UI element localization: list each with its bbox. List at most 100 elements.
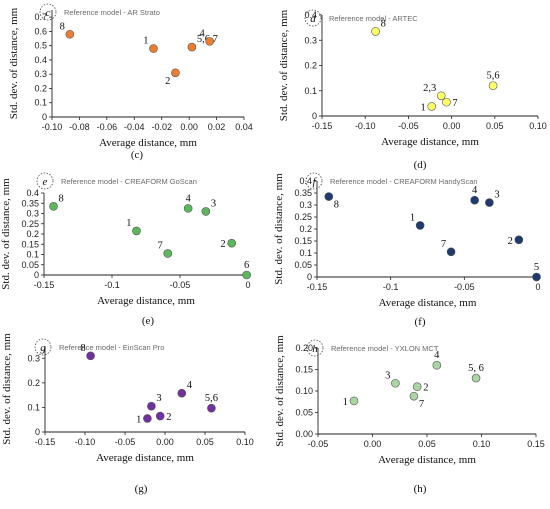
panel-d-y-tick-label: 0.3 — [304, 35, 317, 45]
panel-e-title: Reference model - CREAFORM GoScan — [61, 177, 197, 186]
panel-d-x-tick-label: 0.05 — [486, 121, 504, 131]
panel-f-caption: (f) — [415, 316, 426, 328]
panel-c-point-4 — [205, 37, 215, 46]
panel-c-y-tick-label: 0.2 — [34, 83, 47, 93]
panel-e-point-3 — [201, 207, 211, 216]
panel-g-point-5-6 — [207, 403, 216, 413]
panel-c-x-tick-label: 0.02 — [208, 122, 226, 132]
panel-h-x-tick-label: -0.05 — [308, 439, 329, 449]
panel-f-point-label: 7 — [441, 239, 446, 250]
panel-d-y-tick-label: 0.4 — [304, 10, 317, 20]
panel-e-point-label: 7 — [158, 240, 163, 251]
panel-e-point-8 — [49, 202, 58, 211]
panel-d-point-label: 8 — [381, 18, 386, 29]
panel-h-point-label: 1 — [343, 397, 348, 408]
panel-g-point-label: 4 — [187, 380, 193, 391]
panel-d-y-tick-label: 0 — [312, 111, 317, 121]
panel-c-point-label: 8 — [60, 21, 65, 32]
panel-e-y-axis-label: Std. dev. of distance, mm — [0, 178, 12, 290]
panel-c-x-tick-label: -0.06 — [97, 122, 118, 132]
panel-g-y-axis-label: Std. dev. of distance, mm — [1, 333, 13, 445]
panel-g-point-2 — [155, 411, 165, 421]
panel-f-x-tick-label: -0.15 — [307, 282, 328, 292]
panel-c-y-tick-label: 0.5 — [34, 41, 47, 51]
panel-h-x-axis-label: Average distance, mm — [378, 454, 476, 466]
panel-e-y-tick-label: 0.1 — [26, 250, 39, 260]
panel-e-point-label: 8 — [59, 193, 64, 204]
panel-g-letter-circle — [34, 338, 52, 356]
panel-f-point-label: 4 — [472, 185, 478, 196]
panel-c-y-tick-label: 0.1 — [34, 98, 47, 108]
panel-e-letter-circle — [36, 172, 54, 190]
panel-e-x-tick-label: -0.1 — [104, 280, 120, 290]
panel-f-point-label: 1 — [410, 212, 415, 223]
panel-d-point-2-3 — [436, 91, 446, 101]
panel-e-y-tick-label: 0.35 — [21, 198, 39, 208]
panel-h-point-1 — [349, 396, 359, 406]
panel-h-y-axis-label: Std. dev. of distance, mm — [274, 335, 286, 447]
panel-e-y-tick-label: 0.2 — [26, 229, 39, 239]
panel-f-point-7 — [446, 247, 456, 257]
panel-f-y-tick-label: 0.2 — [299, 224, 312, 234]
panel-h-point-label: 7 — [419, 399, 424, 410]
panel-c-point-5-6-7 — [187, 42, 197, 52]
panel-f-y-tick-label: 0.35 — [294, 188, 312, 198]
panel-e-point-label: 3 — [211, 198, 216, 209]
panel-f-x-tick-label: 0 — [535, 282, 540, 292]
panel-f-point-8 — [324, 192, 334, 201]
panel-d-point-label: 1 — [420, 102, 425, 113]
panel-g-x-axis-label: Average distance, mm — [96, 452, 194, 464]
panel-f-x-tick-label: -0.1 — [383, 282, 399, 292]
panel-c-point-label: 2 — [165, 76, 170, 87]
panel-d-point-7 — [442, 97, 451, 107]
panel-h-x-tick-label: 0.15 — [527, 439, 545, 449]
panel-c-x-tick-label: -0.04 — [124, 122, 145, 132]
panel-g-point-label: 3 — [156, 393, 161, 404]
panel-f-x-tick-label: -0.05 — [454, 282, 475, 292]
panel-c-x-tick-label: -0.08 — [69, 122, 90, 132]
panel-g-x-tick-label: 0.05 — [196, 437, 214, 447]
panel-h-letter: h — [312, 343, 318, 355]
panel-d-point-5-6 — [488, 81, 498, 90]
panel-g-x-tick-label: -0.10 — [75, 437, 96, 447]
panel-f-y-tick-label: 0.05 — [294, 260, 312, 270]
panel-g-point-8 — [86, 351, 95, 361]
panel-e-y-tick-label: 0.3 — [26, 209, 39, 219]
panel-e-point-1 — [132, 226, 141, 236]
panel-d-y-tick-label: 0.1 — [304, 86, 317, 96]
panel-f-letter: f — [312, 176, 317, 188]
panel-g-point-label: 2 — [166, 412, 171, 423]
panel-f-point-label: 8 — [334, 200, 339, 211]
panel-c-letter-circle — [39, 3, 57, 21]
panel-f-point-label: 3 — [494, 190, 499, 201]
panel-h-y-tick-label: 0.05 — [295, 408, 313, 418]
panel-h-point-label: 4 — [434, 350, 440, 361]
panel-f-y-tick-label: 0.3 — [299, 200, 312, 210]
panel-e-x-axis-label: Average distance, mm — [97, 295, 195, 307]
panel-c-x-tick-label: -0.10 — [42, 122, 63, 132]
panel-c-title: Reference model - AR Strato — [64, 8, 160, 17]
panel-e-point-label: 6 — [244, 260, 249, 271]
panel-d-point-label: 7 — [452, 98, 457, 109]
panel-g-y-tick-label: 0.3 — [27, 353, 40, 363]
panel-h-y-tick-label: 0.15 — [295, 365, 313, 375]
panel-e-letter: e — [43, 176, 48, 188]
panel-d-x-tick-label: -0.10 — [355, 121, 376, 131]
panel-c-letter: c — [46, 7, 51, 19]
panel-f-title: Reference model - CREAFORM HandyScan — [330, 177, 478, 186]
panel-h-point-label: 3 — [385, 370, 390, 381]
panel-g-y-tick-label: 0.1 — [27, 402, 40, 412]
panel-e-x-tick-label: 0 — [245, 280, 250, 290]
panel-g-x-tick-label: -0.05 — [115, 437, 136, 447]
panel-c-point-2 — [171, 68, 180, 78]
panel-c-point-1 — [149, 44, 158, 53]
panel-e-point-label: 2 — [220, 239, 225, 250]
panel-d-x-tick-label: 0.10 — [529, 121, 547, 131]
panel-e-point-6 — [242, 270, 251, 280]
panel-f-point-4 — [470, 195, 479, 205]
panel-h-y-tick-label: 0.10 — [295, 386, 313, 396]
panel-f-y-axis-label: Std. dev. of distance, mm — [273, 173, 285, 285]
panel-e-x-tick-label: -0.05 — [170, 280, 191, 290]
panel-h-title: Reference model - YXLON MCT — [331, 344, 439, 353]
